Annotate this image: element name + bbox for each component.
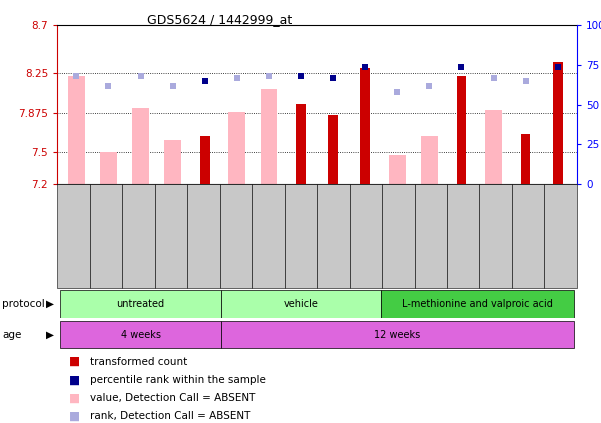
- Bar: [60, 321, 221, 349]
- Bar: [221, 290, 381, 318]
- Text: value, Detection Call = ABSENT: value, Detection Call = ABSENT: [90, 393, 255, 403]
- Text: untreated: untreated: [117, 299, 165, 309]
- Bar: [421, 136, 438, 184]
- Text: vehicle: vehicle: [284, 299, 319, 309]
- Bar: [132, 108, 149, 184]
- Text: GDS5624 / 1442999_at: GDS5624 / 1442999_at: [147, 13, 293, 26]
- Text: L-methionine and valproic acid: L-methionine and valproic acid: [402, 299, 553, 309]
- Bar: [221, 321, 574, 349]
- Text: ▶: ▶: [46, 330, 54, 340]
- Bar: [328, 115, 338, 184]
- Bar: [457, 76, 466, 184]
- Bar: [228, 112, 245, 184]
- Bar: [68, 76, 85, 184]
- Bar: [164, 140, 181, 184]
- Text: 4 weeks: 4 weeks: [121, 330, 160, 340]
- Text: transformed count: transformed count: [90, 357, 188, 367]
- Text: 12 weeks: 12 weeks: [374, 330, 420, 340]
- Bar: [553, 63, 563, 184]
- Text: percentile rank within the sample: percentile rank within the sample: [90, 375, 266, 385]
- Text: ▶: ▶: [46, 299, 54, 309]
- Bar: [261, 89, 277, 184]
- Bar: [100, 152, 117, 184]
- Text: ■: ■: [69, 410, 81, 423]
- Text: ■: ■: [69, 392, 81, 404]
- Bar: [389, 156, 406, 184]
- Bar: [521, 135, 531, 184]
- Text: rank, Detection Call = ABSENT: rank, Detection Call = ABSENT: [90, 411, 251, 421]
- Text: protocol: protocol: [2, 299, 45, 309]
- Text: ■: ■: [69, 355, 81, 368]
- Bar: [361, 68, 370, 184]
- Bar: [485, 110, 502, 184]
- Bar: [60, 290, 221, 318]
- Bar: [296, 104, 306, 184]
- Text: age: age: [2, 330, 22, 340]
- Bar: [381, 290, 574, 318]
- Text: ■: ■: [69, 374, 81, 386]
- Bar: [200, 136, 210, 184]
